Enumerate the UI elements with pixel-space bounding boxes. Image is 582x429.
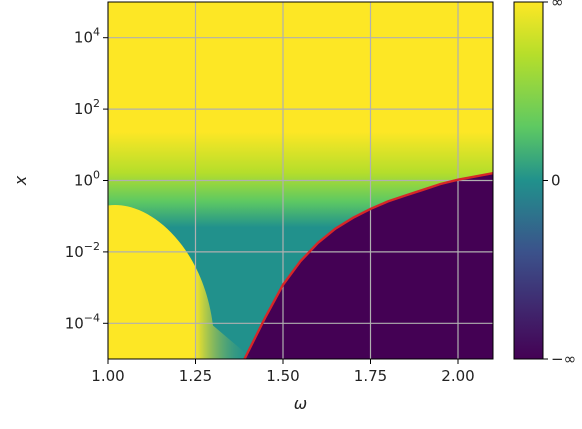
colorbar-tick-label-2: −∞	[551, 350, 576, 368]
colorbar	[513, 1, 544, 360]
y-axis-label: x	[11, 175, 30, 186]
x-tick-label-3: 1.75	[354, 367, 387, 385]
y-tick-label-1: 10−2	[65, 240, 100, 261]
y-tick-label-3: 102	[74, 97, 100, 118]
boundary-curve	[243, 172, 493, 359]
colorbar-tick-label-1: 0	[551, 172, 561, 190]
heatmap-dark-region	[244, 173, 493, 359]
x-tick-label-4: 2.00	[441, 367, 474, 385]
x-tick-label-2: 1.50	[266, 367, 299, 385]
heatmap-yellow-left-region	[108, 204, 253, 359]
y-tick-label-2: 100	[74, 169, 100, 190]
x-tick-label-0: 1.00	[91, 367, 124, 385]
x-tick-label-1: 1.25	[179, 367, 212, 385]
y-tick-label-4: 104	[74, 26, 100, 47]
x-axis-label: ω	[294, 394, 307, 413]
colorbar-tick-label-0: ∞	[551, 0, 564, 11]
y-tick-label-0: 10−4	[65, 311, 100, 332]
